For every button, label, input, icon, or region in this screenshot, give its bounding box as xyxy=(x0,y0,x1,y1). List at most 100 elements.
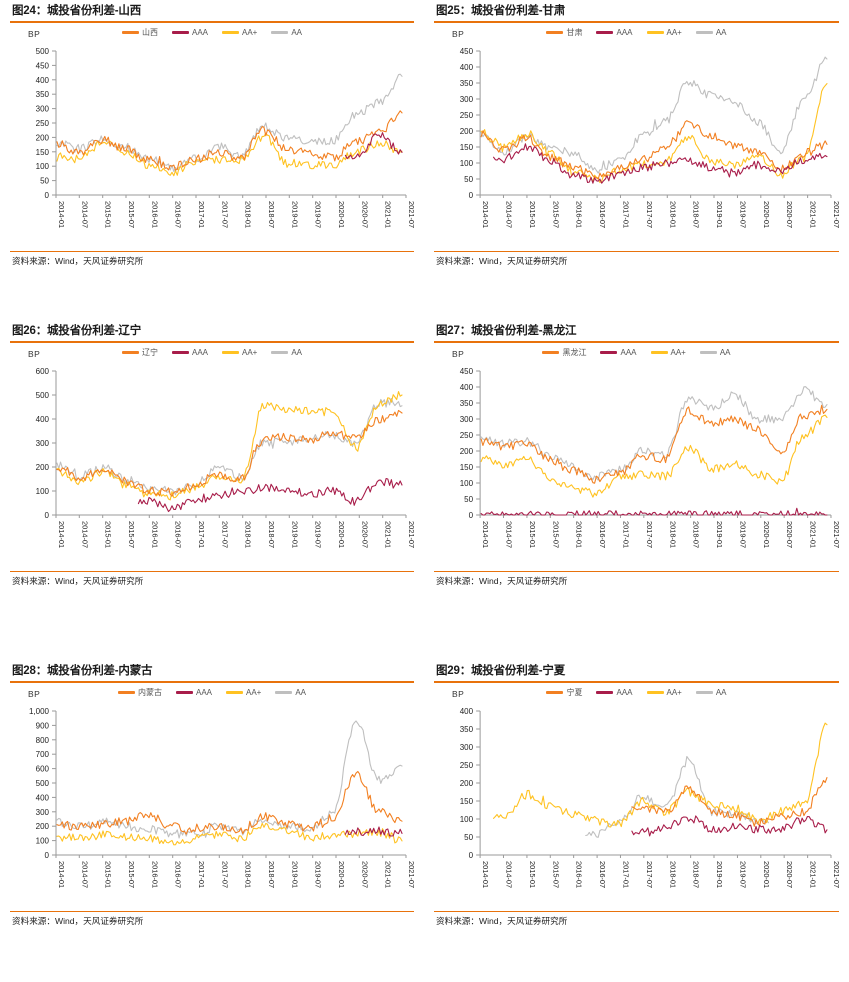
chart-area-fig29: BP 宁夏 AAA AA+ AA 0 50 100 150 200 250 300 350 40… xyxy=(434,683,839,911)
chart-panel-fig29: 图29：城投省份利差-宁夏 BP 宁夏 AAA AA+ AA 0 50 100 150… xyxy=(424,660,849,982)
legend-item-aaa[interactable]: AAA xyxy=(171,348,208,357)
legend-item-province[interactable]: 宁夏 xyxy=(546,687,583,697)
legend-item-aaa[interactable]: AAA xyxy=(175,688,212,697)
legend-item-aa[interactable]: AA xyxy=(699,347,731,357)
legend-item-aaa[interactable]: AAA xyxy=(600,348,637,357)
legend-item-aa[interactable]: AA xyxy=(271,347,303,357)
svg-text:2021-07: 2021-07 xyxy=(407,521,414,548)
svg-text:2016-07: 2016-07 xyxy=(598,521,607,548)
svg-text:0: 0 xyxy=(469,191,474,200)
legend-item-province[interactable]: 山西 xyxy=(121,28,158,37)
legend-item-province[interactable]: 甘肃 xyxy=(546,28,582,37)
svg-text:2014-07: 2014-07 xyxy=(504,521,513,548)
legend-swatch-province-icon xyxy=(121,31,139,34)
legend-item-aa-plus[interactable]: AA+ xyxy=(646,27,682,37)
chart-legend-fig26: 辽宁 AAA AA+ AA xyxy=(10,347,414,357)
legend-item-province[interactable]: 辽宁 xyxy=(121,348,158,357)
svg-text:2014-01: 2014-01 xyxy=(57,861,66,888)
svg-text:400: 400 xyxy=(36,415,50,424)
svg-text:2018-07: 2018-07 xyxy=(692,521,701,548)
legend-item-aa[interactable]: AA xyxy=(275,687,307,697)
svg-text:2019-07: 2019-07 xyxy=(314,201,323,228)
svg-text:450: 450 xyxy=(36,61,50,70)
svg-text:2016-01: 2016-01 xyxy=(575,861,584,888)
legend-item-aa-plus[interactable]: AA+ xyxy=(222,348,257,357)
svg-text:2014-07: 2014-07 xyxy=(504,861,513,888)
legend-swatch-aaa-icon xyxy=(175,691,193,694)
legend-item-aa-plus[interactable]: AA+ xyxy=(650,348,686,357)
svg-text:2017-07: 2017-07 xyxy=(645,521,654,548)
legend-item-province[interactable]: 内蒙古 xyxy=(117,688,162,697)
legend-item-aaa[interactable]: AAA xyxy=(596,687,633,697)
legend-item-aa-plus[interactable]: AA+ xyxy=(222,28,257,37)
svg-text:2021-07: 2021-07 xyxy=(407,201,414,228)
figure-title-fig29: 图29：城投省份利差-宁夏 xyxy=(436,665,566,677)
chart-legend-fig28: 内蒙古 AAA AA+ AA xyxy=(10,687,414,697)
svg-text:800: 800 xyxy=(36,735,50,744)
source-note-fig24: 资料来源：Wind，天风证券研究所 xyxy=(12,255,144,266)
footer-rule-fig26 xyxy=(10,570,414,572)
svg-text:2016-07: 2016-07 xyxy=(174,201,183,228)
legend-item-aa-plus[interactable]: AA+ xyxy=(646,687,682,697)
legend-label-aa-plus: AA+ xyxy=(666,27,682,37)
legend-swatch-aaa-icon xyxy=(596,691,614,694)
legend-item-aa[interactable]: AA xyxy=(695,688,727,697)
svg-text:400: 400 xyxy=(460,383,474,392)
y-axis-unit-fig28: BP xyxy=(28,688,41,699)
legend-label-province: 宁夏 xyxy=(566,687,583,697)
chart-legend-fig24: 山西 AAA AA+ AA xyxy=(10,28,414,37)
legend-label-aa: AA xyxy=(295,687,307,697)
legend-item-aa-plus[interactable]: AA+ xyxy=(226,688,261,697)
svg-text:400: 400 xyxy=(36,75,50,84)
title-rule-fig28 xyxy=(10,681,414,683)
legend-item-aa[interactable]: AA xyxy=(271,28,302,37)
panel-inner-fig28: 图28：城投省份利差-内蒙古 BP 内蒙古 AAA AA+ AA 0 100 200… xyxy=(10,660,414,927)
legend-label-aaa: AAA xyxy=(616,687,633,697)
svg-text:2016-01: 2016-01 xyxy=(150,521,159,548)
svg-text:2015-01: 2015-01 xyxy=(528,201,537,228)
svg-text:2015-07: 2015-07 xyxy=(551,521,560,548)
legend-label-aa: AA xyxy=(291,347,303,357)
svg-text:100: 100 xyxy=(36,487,50,496)
svg-text:2018-01: 2018-01 xyxy=(244,861,253,888)
svg-text:2018-01: 2018-01 xyxy=(244,201,253,228)
legend-item-province[interactable]: 黑龙江 xyxy=(542,348,586,357)
svg-text:300: 300 xyxy=(460,743,474,752)
svg-text:2018-01: 2018-01 xyxy=(244,521,253,548)
svg-text:2018-01: 2018-01 xyxy=(668,521,677,548)
y-axis-unit-fig25: BP xyxy=(452,28,465,39)
legend-swatch-aa-icon xyxy=(275,691,293,694)
figure-title-fig24: 图24：城投省份利差-山西 xyxy=(12,5,142,17)
source-note-fig29: 资料来源：Wind，天风证券研究所 xyxy=(436,915,568,926)
svg-text:350: 350 xyxy=(36,90,50,99)
svg-text:2017-01: 2017-01 xyxy=(197,521,206,548)
svg-text:2015-07: 2015-07 xyxy=(551,861,560,888)
svg-text:2019-01: 2019-01 xyxy=(290,201,299,228)
svg-text:100: 100 xyxy=(460,815,474,824)
chart-area-fig26: BP 辽宁 AAA AA+ AA 0 100 200 300 400 500 600 2014… xyxy=(10,343,414,571)
plot-svg-fig25: 0 50 100 150 200 250 300 350 400 450 2014-01 2014-0… xyxy=(460,47,839,228)
legend-label-aa: AA xyxy=(715,27,727,37)
legend-swatch-aaa-icon xyxy=(171,31,189,34)
legend-swatch-province-icon xyxy=(546,31,564,34)
legend-swatch-aa-plus-icon xyxy=(646,31,664,34)
legend-item-aaa[interactable]: AAA xyxy=(596,28,633,37)
svg-text:0: 0 xyxy=(45,851,50,860)
svg-text:1,000: 1,000 xyxy=(29,707,50,716)
chart-panel-fig25: 图25：城投省份利差-甘肃 BP 甘肃 AAA AA+ AA 0 50 100 150… xyxy=(424,0,849,320)
svg-text:450: 450 xyxy=(460,367,474,376)
legend-swatch-aa-icon xyxy=(271,31,289,34)
legend-label-aa: AA xyxy=(719,347,731,357)
source-note-fig26: 资料来源：Wind，天风证券研究所 xyxy=(12,575,144,586)
legend-item-aa[interactable]: AA xyxy=(695,27,727,37)
svg-text:2018-07: 2018-07 xyxy=(692,201,701,228)
svg-text:50: 50 xyxy=(40,176,49,185)
svg-text:250: 250 xyxy=(36,119,50,128)
svg-text:100: 100 xyxy=(36,162,50,171)
svg-text:2014-07: 2014-07 xyxy=(80,521,89,548)
plot-wrap-fig28: 0 100 200 300 400 500 600 700 800 900 1,000 2014-01… xyxy=(10,703,414,911)
legend-label-aa-plus: AA+ xyxy=(666,687,682,697)
legend-item-aaa[interactable]: AAA xyxy=(171,28,208,37)
svg-text:2020-01: 2020-01 xyxy=(337,201,346,228)
svg-text:2019-01: 2019-01 xyxy=(290,861,299,888)
